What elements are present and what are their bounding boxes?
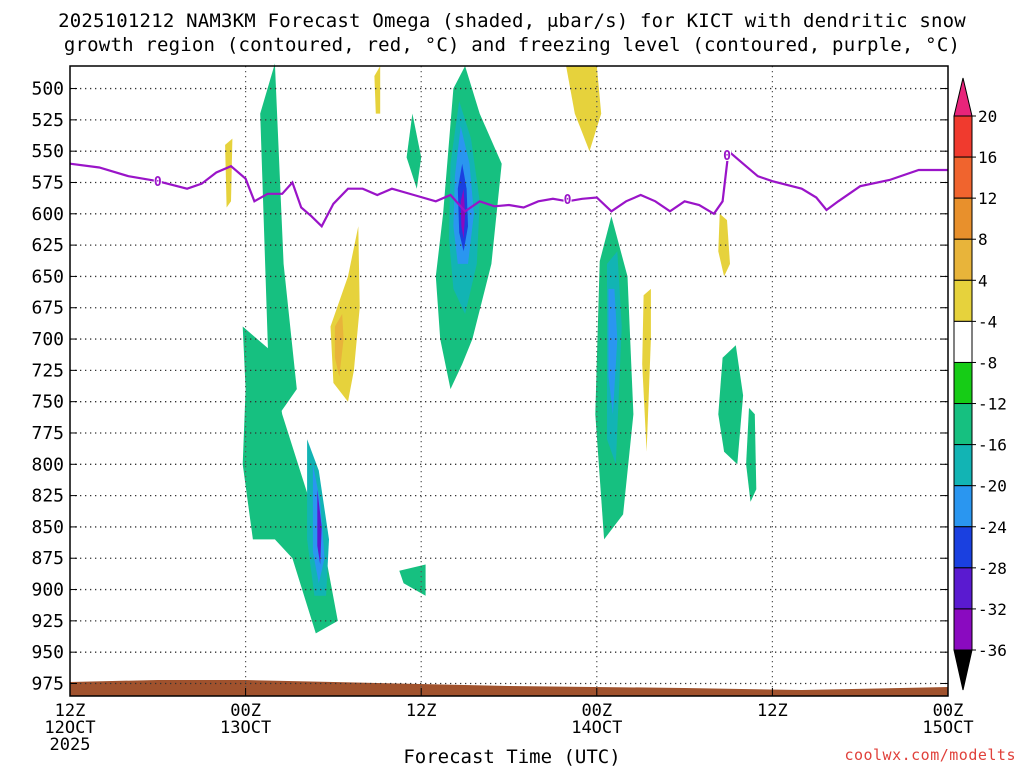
y-tick-label-650: 650 — [31, 266, 64, 287]
y-tick-label-550: 550 — [31, 141, 64, 162]
x-tick-label-12-0: 00Z — [230, 701, 261, 721]
colorbar-swatch-1 — [953, 156, 973, 199]
colorbar-label-5: -4 — [978, 312, 997, 331]
omega-region-14 — [746, 407, 757, 502]
x-axis-label: Forecast Time (UTC) — [403, 746, 621, 768]
colorbar-swatch-10 — [953, 526, 973, 569]
colorbar-label-6: -8 — [978, 353, 997, 372]
colorbar-label-8: -16 — [978, 436, 1007, 455]
y-tick-label-950: 950 — [31, 642, 64, 663]
x-tick-label-60-0: 00Z — [933, 701, 964, 721]
freezing-level-contour — [69, 149, 948, 229]
colorbar-label-0: 20 — [978, 107, 997, 126]
freezing-level-label-2: 0 — [723, 149, 731, 164]
omega-shading — [225, 63, 757, 634]
colorbar-top-arrow — [953, 77, 973, 117]
y-tick-label-825: 825 — [31, 486, 64, 507]
colorbar-swatch-3 — [953, 238, 973, 281]
omega-region-21 — [225, 138, 233, 208]
freezing-label-bg-2 — [723, 147, 732, 161]
y-tick-label-675: 675 — [31, 298, 64, 319]
omega-region-15 — [406, 113, 422, 189]
colorbar-swatch-6 — [953, 361, 973, 405]
y-tick-label-875: 875 — [31, 548, 64, 569]
colorbar-swatch-11 — [953, 567, 973, 610]
omega-region-22 — [642, 288, 651, 452]
colorbar-swatch-5 — [953, 320, 973, 363]
x-tick-label-0-0: 12Z — [55, 701, 86, 721]
x-tick-label-0-1: 12OCT — [44, 718, 95, 738]
omega-region-4 — [460, 188, 466, 239]
x-tick-label-36-1: 14OCT — [571, 718, 622, 738]
x-tick-label-12-1: 13OCT — [220, 718, 271, 738]
plot-area — [70, 66, 948, 696]
colorbar-label-7: -12 — [978, 395, 1007, 414]
y-tick-label-525: 525 — [31, 110, 64, 131]
colorbar-swatch-2 — [953, 197, 973, 240]
x-tick-label-60-1: 15OCT — [922, 718, 973, 738]
colorbar-swatch-12 — [953, 608, 973, 651]
y-tick-label-925: 925 — [31, 611, 64, 632]
x-tick-label-24-0: 12Z — [406, 701, 437, 721]
colorbar-swatch-4 — [953, 279, 973, 322]
colorbar-label-1: 16 — [978, 148, 997, 167]
y-tick-label-600: 600 — [31, 204, 64, 225]
freezing-label-bg-0 — [153, 174, 162, 188]
colorbar-label-13: -36 — [978, 641, 1007, 660]
omega-region-20 — [718, 213, 730, 277]
plot-frame — [69, 65, 949, 697]
colorbar-swatch-7 — [953, 403, 973, 446]
y-tick-label-775: 775 — [31, 423, 64, 444]
y-tick-label-800: 800 — [31, 454, 64, 475]
colorbar-label-10: -24 — [978, 518, 1007, 537]
y-tick-label-975: 975 — [31, 673, 64, 694]
colorbar-label-2: 12 — [978, 189, 997, 208]
colorbar-bottom-arrow — [953, 649, 973, 691]
freezing-level-label-0: 0 — [154, 175, 162, 190]
x-tick-label-36-0: 00Z — [581, 701, 612, 721]
omega-region-13 — [718, 345, 744, 465]
colorbar-swatch-0 — [953, 115, 973, 158]
y-tick-label-625: 625 — [31, 235, 64, 256]
y-tick-label-700: 700 — [31, 329, 64, 350]
colorbar-label-9: -20 — [978, 477, 1007, 496]
y-tick-label-500: 500 — [31, 79, 64, 100]
chart-title-line-1: 2025101212 NAM3KM Forecast Omega (shaded… — [58, 10, 966, 32]
colorbar-label-4: 4 — [978, 271, 988, 290]
omega-region-12 — [608, 288, 618, 415]
omega-region-9 — [317, 489, 322, 565]
y-tick-label-750: 750 — [31, 392, 64, 413]
chart-title-line-2: growth region (contoured, red, °C) and f… — [63, 34, 961, 56]
freezing-level-label-1: 0 — [564, 193, 572, 208]
omega-region-16 — [399, 564, 426, 596]
omega-region-23 — [374, 66, 381, 114]
colorbar-swatch-9 — [953, 485, 973, 528]
omega-region-19 — [566, 66, 602, 152]
y-tick-label-575: 575 — [31, 172, 64, 193]
terrain-band — [70, 680, 948, 696]
colorbar-label-12: -32 — [978, 600, 1007, 619]
y-tick-label-900: 900 — [31, 580, 64, 601]
omega-region-18 — [334, 314, 344, 377]
y-tick-label-850: 850 — [31, 517, 64, 538]
x-tick-label-48-0: 12Z — [757, 701, 788, 721]
x-tick-label-0-2: 2025 — [50, 735, 91, 755]
y-tick-label-725: 725 — [31, 360, 64, 381]
colorbar-swatch-8 — [953, 444, 973, 487]
colorbar-label-3: 8 — [978, 230, 988, 249]
credit-text: coolwx.com/modelts — [844, 746, 1016, 764]
colorbar-label-11: -28 — [978, 559, 1007, 578]
omega-region-6 — [260, 63, 297, 427]
freezing-label-bg-1 — [563, 191, 572, 205]
